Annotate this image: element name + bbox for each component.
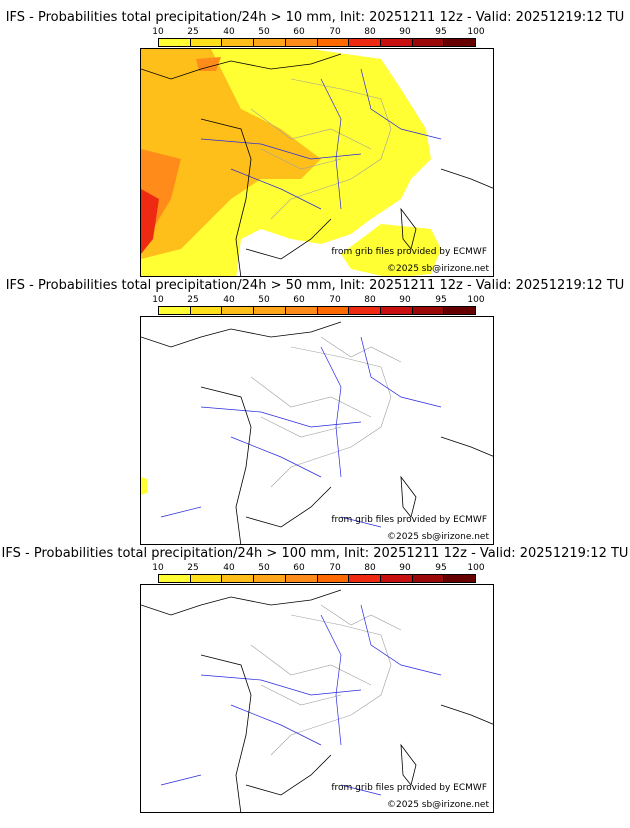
coastline	[141, 321, 493, 544]
panel-title: IFS - Probabilities total precipitation/…	[5, 10, 625, 25]
credit-copyright: ©2025 sb@irizone.net	[387, 264, 489, 274]
scale-label: 25	[187, 27, 199, 37]
scale-label: 70	[329, 27, 341, 37]
scale-label: 100	[467, 27, 485, 37]
credit-copyright: ©2025 sb@irizone.net	[387, 800, 489, 810]
scale-label: 50	[258, 563, 270, 573]
borders	[250, 604, 402, 756]
scale-segment	[444, 39, 476, 46]
scale-segment	[380, 307, 413, 314]
scale-segment	[285, 307, 318, 314]
prob-area-80	[141, 189, 159, 254]
scale-label: 40	[223, 563, 235, 573]
coastline	[141, 53, 493, 276]
precipitation-map: from grib files provided by ECMWF ©2025 …	[140, 316, 494, 545]
scale-segment	[190, 307, 223, 314]
color-scale-bar	[158, 574, 476, 583]
scale-label: 60	[293, 27, 305, 37]
scale-label: 10	[152, 563, 164, 573]
rivers	[160, 604, 442, 796]
color-scale-labels: 10 25 40 50 60 70 80 90 95 100	[152, 295, 484, 306]
scale-label: 60	[293, 563, 305, 573]
credit-copyright: ©2025 sb@irizone.net	[387, 532, 489, 542]
scale-segment	[254, 575, 286, 582]
panel-title: IFS - Probabilities total precipitation/…	[1, 546, 629, 561]
borders	[250, 78, 392, 220]
scale-segment	[285, 575, 318, 582]
scale-segment	[222, 575, 255, 582]
panel-50mm: IFS - Probabilities total precipitation/…	[0, 278, 630, 546]
prob-area-islands	[341, 224, 441, 276]
scale-segment	[412, 307, 445, 314]
scale-label: 10	[152, 27, 164, 37]
panel-100mm: IFS - Probabilities total precipitation/…	[0, 546, 630, 814]
panel-10mm: IFS - Probabilities total precipitation/…	[0, 10, 630, 278]
rivers	[200, 68, 442, 210]
scale-segment	[159, 39, 191, 46]
prob-area-25	[141, 49, 321, 259]
scale-label: 80	[364, 295, 376, 305]
scale-label: 70	[329, 295, 341, 305]
scale-label: 90	[399, 27, 411, 37]
panel-title: IFS - Probabilities total precipitation/…	[5, 278, 625, 293]
scale-segment	[349, 307, 381, 314]
credit-source: from grib files provided by ECMWF	[331, 783, 487, 793]
scale-label: 95	[435, 295, 447, 305]
precipitation-map: from grib files provided by ECMWF ©2025 …	[140, 584, 494, 813]
borders	[250, 336, 402, 488]
scale-segment	[317, 307, 350, 314]
scale-label: 100	[467, 295, 485, 305]
scale-segment	[159, 307, 191, 314]
scale-segment	[349, 575, 381, 582]
rivers	[160, 336, 442, 528]
map-graphic	[141, 321, 493, 544]
scale-label: 40	[223, 295, 235, 305]
scale-segment	[380, 39, 413, 46]
credit-source: from grib files provided by ECMWF	[331, 247, 487, 257]
scale-label: 80	[364, 27, 376, 37]
precipitation-map: from grib files provided by ECMWF ©2025 …	[140, 48, 494, 277]
prob-area-north	[196, 57, 221, 71]
scale-segment	[380, 575, 413, 582]
scale-label: 90	[399, 295, 411, 305]
scale-segment	[254, 39, 286, 46]
scale-segment	[349, 39, 381, 46]
scale-label: 50	[258, 27, 270, 37]
scale-segment	[285, 39, 318, 46]
color-scale-bar	[158, 306, 476, 315]
scale-label: 70	[329, 563, 341, 573]
scale-segment	[444, 307, 476, 314]
scale-segment	[317, 39, 350, 46]
scale-label: 100	[467, 563, 485, 573]
scale-label: 40	[223, 27, 235, 37]
scale-label: 60	[293, 295, 305, 305]
color-scale-bar	[158, 38, 476, 47]
map-graphic	[141, 589, 493, 812]
scale-segment	[190, 39, 223, 46]
credit-source: from grib files provided by ECMWF	[331, 515, 487, 525]
scale-segment	[190, 575, 223, 582]
scale-segment	[159, 575, 191, 582]
scale-label: 95	[435, 563, 447, 573]
scale-segment	[317, 575, 350, 582]
scale-segment	[444, 575, 476, 582]
scale-label: 25	[187, 563, 199, 573]
map-graphic	[141, 49, 493, 276]
scale-label: 90	[399, 563, 411, 573]
prob-area-10	[141, 477, 147, 495]
scale-label: 95	[435, 27, 447, 37]
scale-segment	[412, 39, 445, 46]
scale-label: 50	[258, 295, 270, 305]
scale-label: 25	[187, 295, 199, 305]
scale-segment	[222, 39, 255, 46]
scale-segment	[254, 307, 286, 314]
scale-label: 80	[364, 563, 376, 573]
color-scale-labels: 10 25 40 50 60 70 80 90 95 100	[152, 27, 484, 38]
scale-label: 10	[152, 295, 164, 305]
color-scale-labels: 10 25 40 50 60 70 80 90 95 100	[152, 563, 484, 574]
scale-segment	[222, 307, 255, 314]
scale-segment	[412, 575, 445, 582]
coastline	[141, 589, 493, 812]
